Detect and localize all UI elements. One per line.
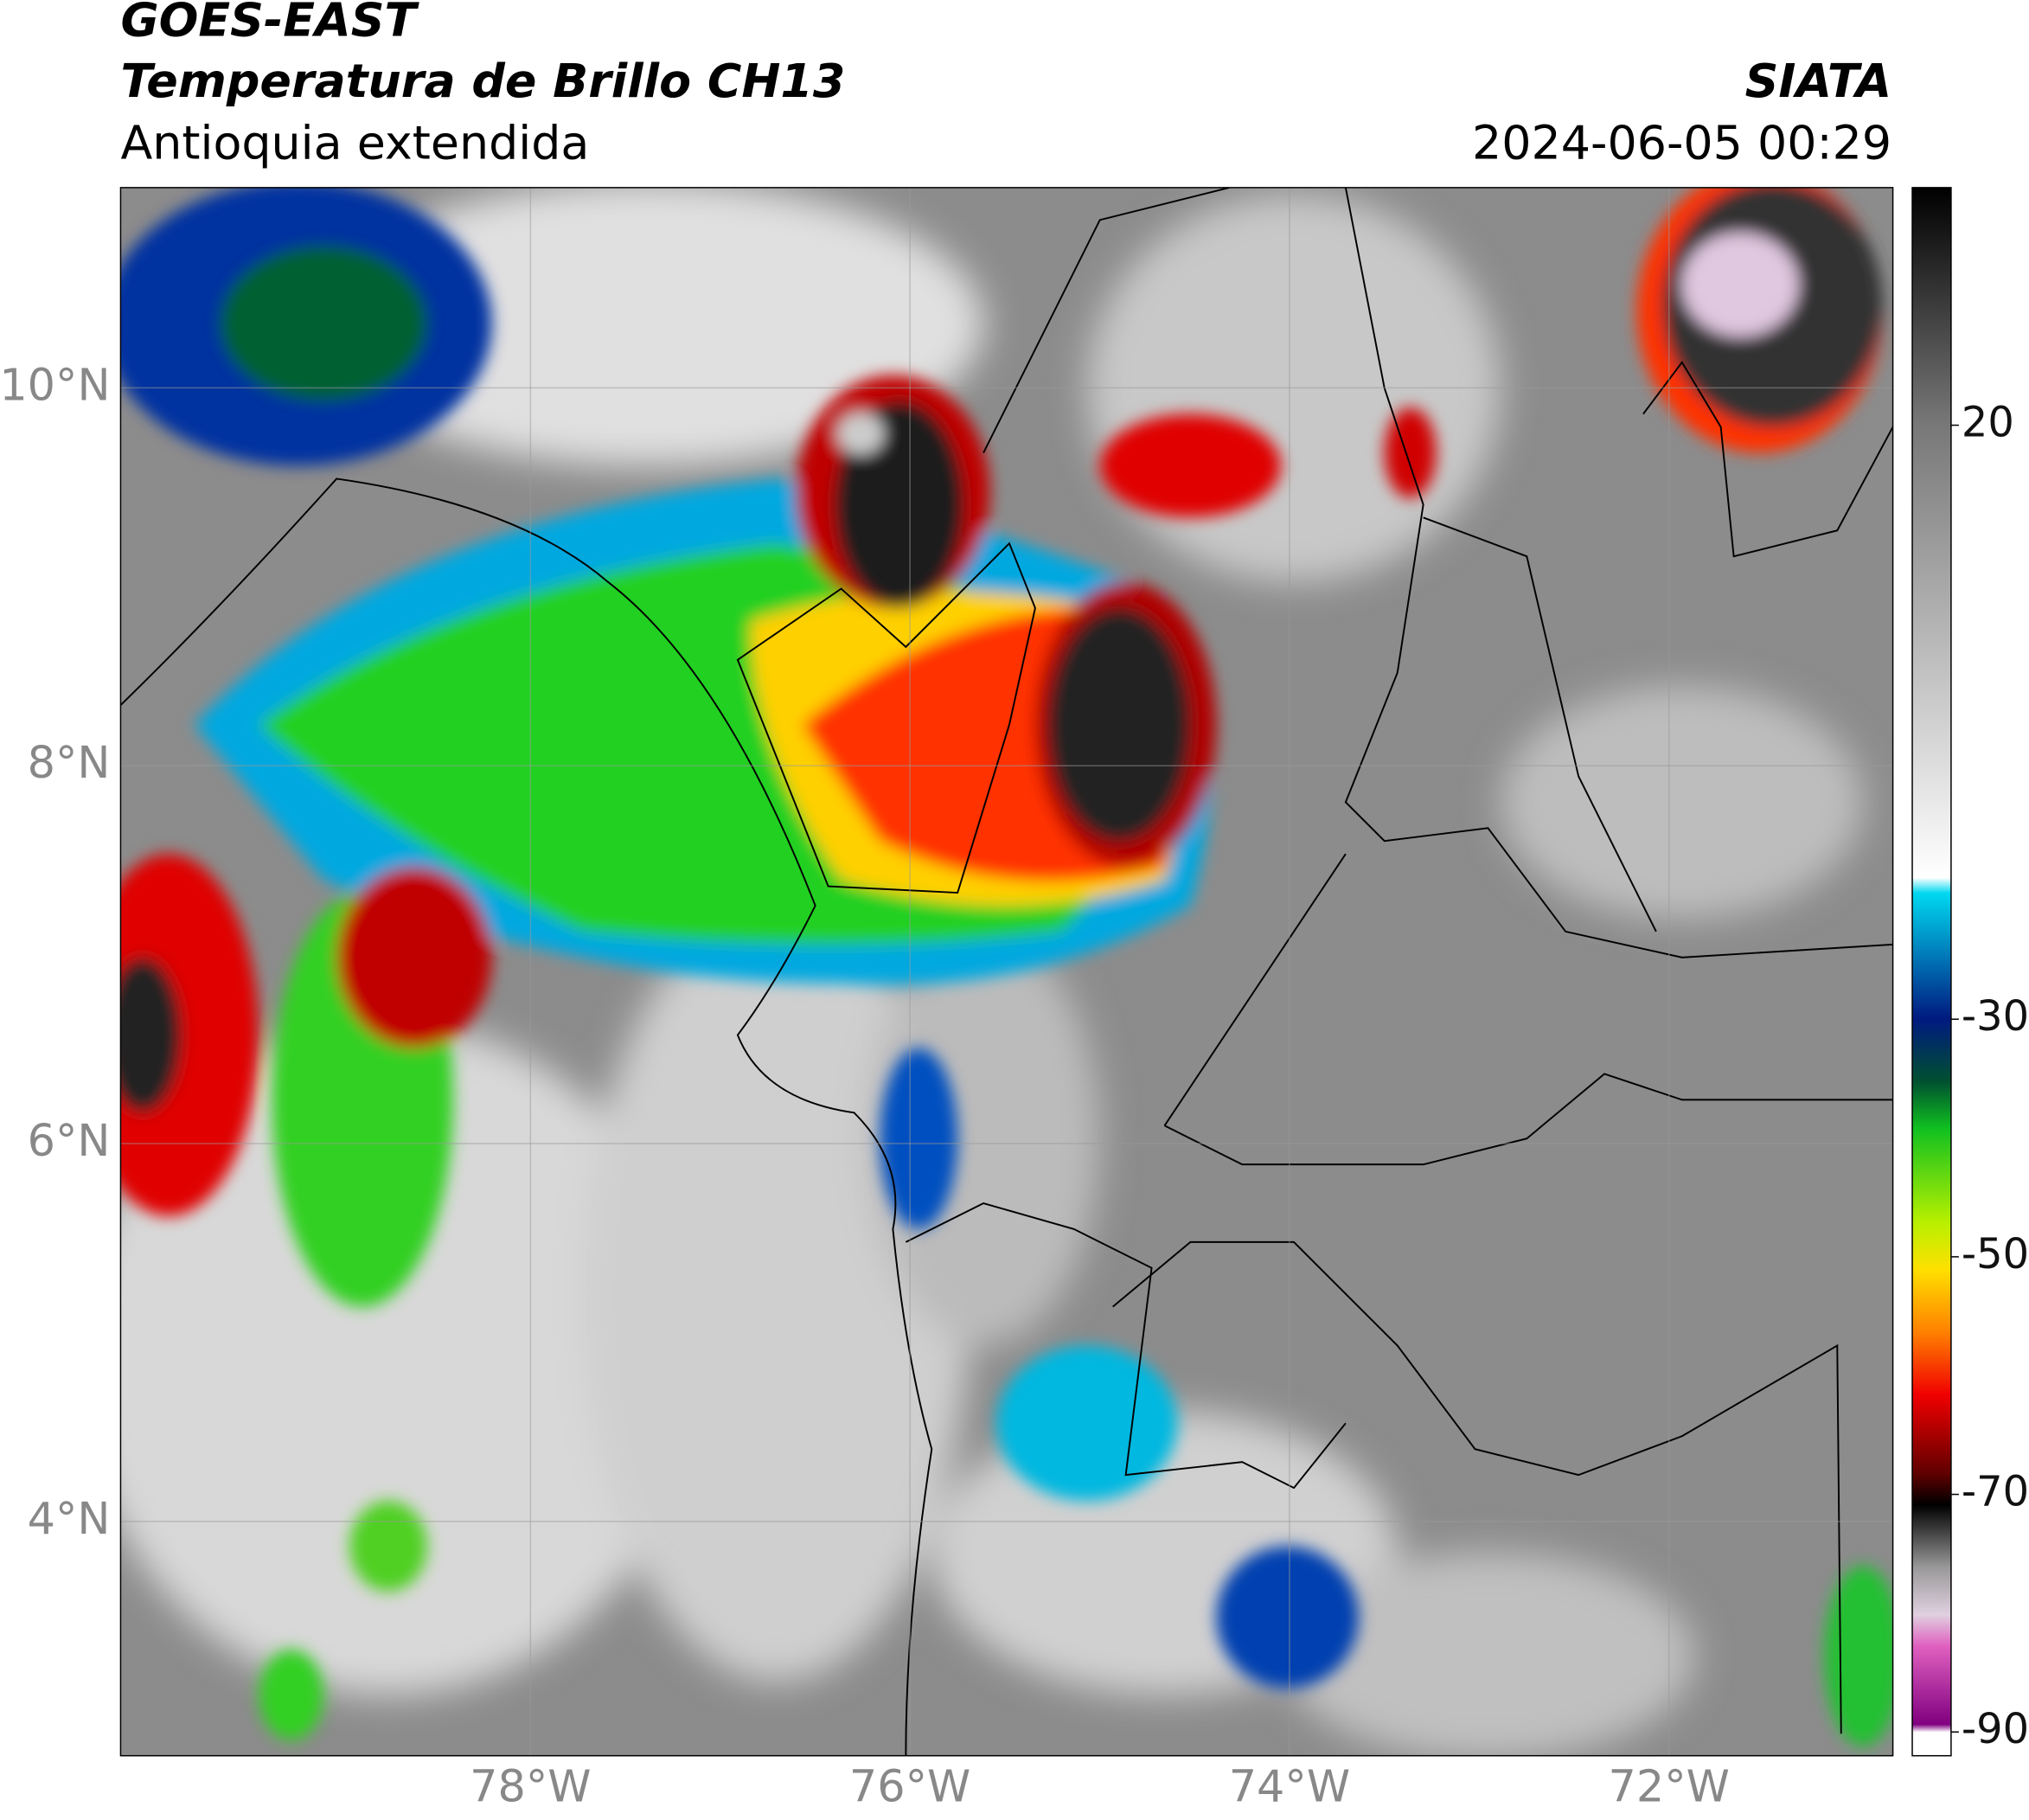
product-title: Temperatura de Brillo CH13 — [120, 54, 845, 108]
lat-tick-label: 6°N — [28, 1115, 111, 1166]
lon-tick-label: 78°W — [470, 1761, 591, 1812]
colorbar-tick-label: -50 — [1962, 1231, 2029, 1278]
colorbar-tick-label: -30 — [1962, 993, 2029, 1041]
colorbar-tick-label: -90 — [1962, 1706, 2029, 1753]
lat-tick-label: 10°N — [0, 359, 110, 410]
timestamp: 2024-06-05 00:29 — [1472, 116, 1891, 170]
lon-tick-label: 74°W — [1229, 1761, 1350, 1812]
lat-tick-label: 8°N — [28, 737, 111, 788]
colorbar-tick-label: 20 — [1962, 400, 2014, 447]
colorbar-tick-label: -70 — [1962, 1469, 2029, 1516]
lon-tick-label: 76°W — [849, 1761, 970, 1812]
source-label: SIATA — [1745, 54, 1892, 108]
map-frame — [119, 187, 1894, 1757]
lat-tick-label: 4°N — [28, 1493, 111, 1544]
satellite-image — [120, 187, 1893, 1756]
borders — [120, 187, 1893, 1756]
colorbar — [1911, 187, 1952, 1757]
grid-layer — [120, 187, 1893, 1756]
region-subtitle: Antioquia extendida — [120, 116, 589, 170]
satellite-title: GOES-EAST — [120, 0, 419, 48]
cold-cloud-tops — [120, 187, 1893, 1747]
lon-tick-label: 72°W — [1609, 1761, 1730, 1812]
